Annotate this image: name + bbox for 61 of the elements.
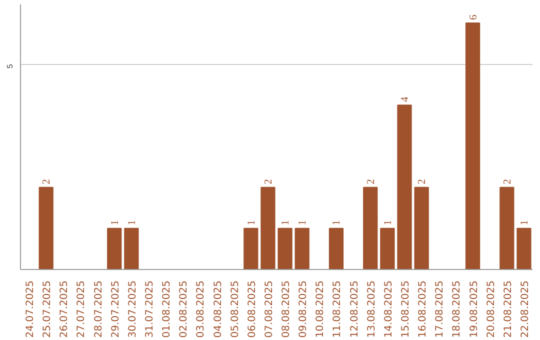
x-tick-label: 29.07.2025 <box>110 280 122 338</box>
bar <box>107 228 122 270</box>
x-tick-label: 10.08.2025 <box>315 280 326 338</box>
data-label: 1 <box>298 220 309 226</box>
x-tick-label: 05.08.2025 <box>230 280 241 338</box>
y-tick-label: 5 <box>6 64 14 69</box>
data-label: 1 <box>110 220 121 226</box>
bar <box>244 228 258 270</box>
bar <box>124 228 139 270</box>
data-label: 2 <box>263 179 274 184</box>
x-tick-label: 24.07.2025 <box>25 280 36 338</box>
x-tick-label: 15.08.2025 <box>400 280 412 338</box>
data-label: 1 <box>280 220 292 226</box>
bar <box>465 22 480 270</box>
x-tick-label: 19.08.2025 <box>468 280 480 338</box>
data-label: 2 <box>502 179 514 184</box>
data-label: 2 <box>417 179 428 184</box>
data-label: 1 <box>246 220 258 226</box>
x-tick-label: 13.08.2025 <box>366 280 378 338</box>
bar <box>260 186 276 270</box>
x-tick-label: 25.07.2025 <box>42 280 54 338</box>
data-label: 1 <box>382 220 394 226</box>
bar <box>397 104 412 270</box>
bar <box>363 186 378 270</box>
x-tick-label: 16.08.2025 <box>418 280 429 338</box>
x-tick-label: 06.08.2025 <box>246 280 258 338</box>
x-tick-label: 21.08.2025 <box>502 280 514 338</box>
x-tick-label: 04.08.2025 <box>212 280 224 338</box>
x-tick-label: 09.08.2025 <box>298 280 310 338</box>
x-tick-label: 02.08.2025 <box>178 280 190 338</box>
data-label: 6 <box>468 14 480 20</box>
bar <box>38 186 54 270</box>
bar <box>500 186 514 270</box>
x-tick-label: 17.08.2025 <box>434 280 446 338</box>
data-label: 1 <box>332 220 343 226</box>
x-tick-label: 28.07.2025 <box>93 280 104 338</box>
bar <box>294 228 310 270</box>
data-label: 1 <box>519 220 530 226</box>
x-tick-label: 27.07.2025 <box>76 280 88 338</box>
bar <box>380 228 395 270</box>
x-tick-label: 01.08.2025 <box>162 280 173 338</box>
x-tick-label: 31.07.2025 <box>144 280 156 338</box>
x-tick-label: 11.08.2025 <box>332 280 344 338</box>
x-tick-label: 14.08.2025 <box>383 280 394 338</box>
x-tick-label: 18.08.2025 <box>452 280 463 338</box>
bar <box>278 228 292 270</box>
x-tick-label: 26.07.2025 <box>59 280 70 338</box>
x-tick-label: 30.07.2025 <box>127 280 138 338</box>
data-label: 2 <box>42 179 53 184</box>
x-tick-label: 12.08.2025 <box>349 280 360 338</box>
data-label: 4 <box>400 96 411 102</box>
data-label: 1 <box>126 220 138 226</box>
x-tick-label: 03.08.2025 <box>196 280 207 338</box>
x-tick-label: 08.08.2025 <box>281 280 292 338</box>
bar <box>516 228 532 270</box>
bar <box>414 186 429 270</box>
bar <box>328 228 344 270</box>
x-tick-label: 20.08.2025 <box>486 280 497 338</box>
x-tick-label: 22.08.2025 <box>520 280 531 338</box>
data-label: 2 <box>366 179 377 184</box>
x-tick-label: 07.08.2025 <box>264 280 275 338</box>
